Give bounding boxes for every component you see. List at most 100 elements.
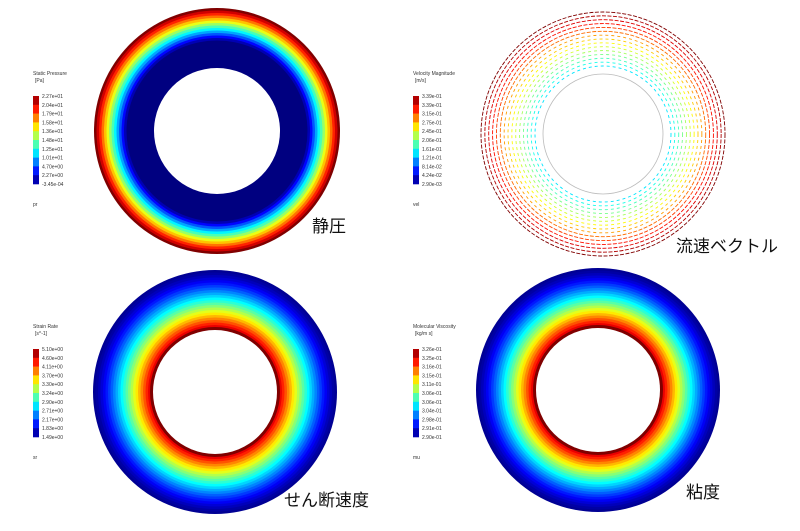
panel: Velocity Magnitude[m/s] 3.39e-01 3.39e-01 3…: [413, 11, 778, 257]
colorbar-band: [33, 157, 39, 167]
colorbar-band: [33, 393, 39, 403]
panel: Static Pressure[Pa] 2.27e+01 2.04e+01 1.79e…: [33, 8, 346, 254]
colorbar-label: 4.24e-02: [422, 173, 442, 179]
colorbar-label: 2.17e+00: [42, 417, 63, 423]
colorbar-band: [413, 393, 419, 403]
velocity-vectors: [484, 15, 722, 253]
colorbar-label: 2.27e+00: [42, 173, 63, 179]
legend-title: Static Pressure: [33, 71, 67, 77]
legend-unit: [m/s]: [415, 78, 426, 84]
colorbar-label: -3.45e-04: [42, 182, 64, 188]
colorbar-label: 3.15e-01: [422, 373, 442, 379]
velocity-vectors: [488, 19, 718, 249]
caption: 静圧: [312, 217, 346, 237]
legend-title: Strain Rate: [33, 324, 58, 330]
inner-hole: [536, 328, 660, 452]
colorbar-band: [33, 175, 39, 185]
colorbar-label: 1.25e+01: [42, 147, 63, 153]
colorbar-band: [413, 166, 419, 176]
panel: Strain Rate[s^-1] 5.10e+00 4.60e+00 4.11e+0…: [33, 270, 369, 514]
colorbar-label: 4.70e+00: [42, 164, 63, 170]
velocity-vectors: [499, 30, 707, 238]
inner-hole: [153, 330, 277, 454]
legend-unit: [kg/m s]: [415, 331, 433, 337]
velocity-vectors: [503, 34, 703, 234]
colorbar-label: 3.39e-01: [422, 94, 442, 100]
velocity-vectors: [507, 38, 699, 230]
colorbar-band: [413, 157, 419, 167]
colorbar-label: 2.75e-01: [422, 120, 442, 126]
colorbar-band: [413, 419, 419, 429]
velocity-vectors: [511, 42, 695, 226]
legend-title: Velocity Magnitude: [413, 71, 455, 77]
colorbar-label: 3.04e-01: [422, 409, 442, 415]
colorbar-band: [413, 357, 419, 367]
colorbar-label: 1.58e+01: [42, 120, 63, 126]
colorbar-band: [33, 96, 39, 106]
colorbar-label: 8.14e-02: [422, 164, 442, 170]
colorbar-band: [33, 122, 39, 132]
colorbar-label: 2.90e-01: [422, 435, 442, 441]
colorbar-label: 2.98e-01: [422, 417, 442, 423]
colorbar-band: [33, 410, 39, 420]
velocity-vectors: [526, 57, 680, 211]
colorbar-label: 4.60e+00: [42, 356, 63, 362]
velocity-vectors: [530, 61, 676, 207]
velocity-vectors: [495, 26, 711, 242]
colorbar-band: [33, 384, 39, 394]
velocity-vectors: [480, 11, 726, 257]
colorbar-band: [33, 113, 39, 123]
colorbar-label: 5.10e+00: [42, 347, 63, 353]
colorbar-label: 2.06e-01: [422, 138, 442, 144]
colorbar-label: 2.04e+01: [42, 103, 63, 109]
colorbar-label: 4.11e+00: [42, 365, 63, 371]
variable-label: pr: [33, 202, 38, 208]
colorbar-label: 1.79e+01: [42, 112, 63, 118]
caption: 粘度: [686, 483, 720, 503]
colorbar-band: [413, 148, 419, 158]
colorbar-label: 1.01e+01: [42, 156, 63, 162]
colorbar-band: [413, 131, 419, 141]
colorbar-label: 3.16e-01: [422, 365, 442, 371]
colorbar-band: [413, 384, 419, 394]
colorbar-label: 3.11e-01: [422, 382, 442, 388]
colorbar-label: 1.48e+01: [42, 138, 63, 144]
colorbar-label: 2.91e-01: [422, 426, 442, 432]
colorbar-band: [33, 357, 39, 367]
colorbar-label: 3.06e-01: [422, 400, 442, 406]
velocity-vectors: [515, 46, 691, 222]
colorbar-band: [33, 375, 39, 385]
colorbar-label: 2.90e-03: [422, 182, 442, 188]
inner-wall: [542, 73, 664, 195]
colorbar-band: [33, 148, 39, 158]
colorbar-band: [33, 104, 39, 114]
colorbar-label: 1.61e-01: [422, 147, 442, 153]
colorbar-label: 1.83e+00: [42, 426, 63, 432]
colorbar-label: 3.70e+00: [42, 373, 63, 379]
colorbar-band: [33, 349, 39, 359]
variable-label: vel: [413, 202, 419, 208]
variable-label: sr: [33, 455, 38, 461]
colorbar-band: [413, 349, 419, 359]
colorbar-band: [33, 131, 39, 141]
colorbar-band: [413, 375, 419, 385]
colorbar-label: 2.71e+00: [42, 409, 63, 415]
colorbar-band: [413, 113, 419, 123]
colorbar-band: [33, 366, 39, 376]
colorbar-band: [413, 175, 419, 185]
velocity-vectors: [522, 53, 684, 215]
colorbar-label: 3.25e-01: [422, 356, 442, 362]
colorbar-label: 3.39e-01: [422, 103, 442, 109]
colorbar-band: [33, 428, 39, 438]
colorbar-band: [33, 140, 39, 150]
colorbar-label: 3.26e-01: [422, 347, 442, 353]
colorbar-band: [413, 366, 419, 376]
inner-hole: [154, 68, 280, 194]
colorbar-band: [413, 96, 419, 106]
colorbar-band: [413, 140, 419, 150]
colorbar-band: [413, 401, 419, 411]
colorbar-band: [33, 166, 39, 176]
velocity-vectors: [519, 50, 687, 218]
colorbar-label: 2.90e+00: [42, 400, 63, 406]
